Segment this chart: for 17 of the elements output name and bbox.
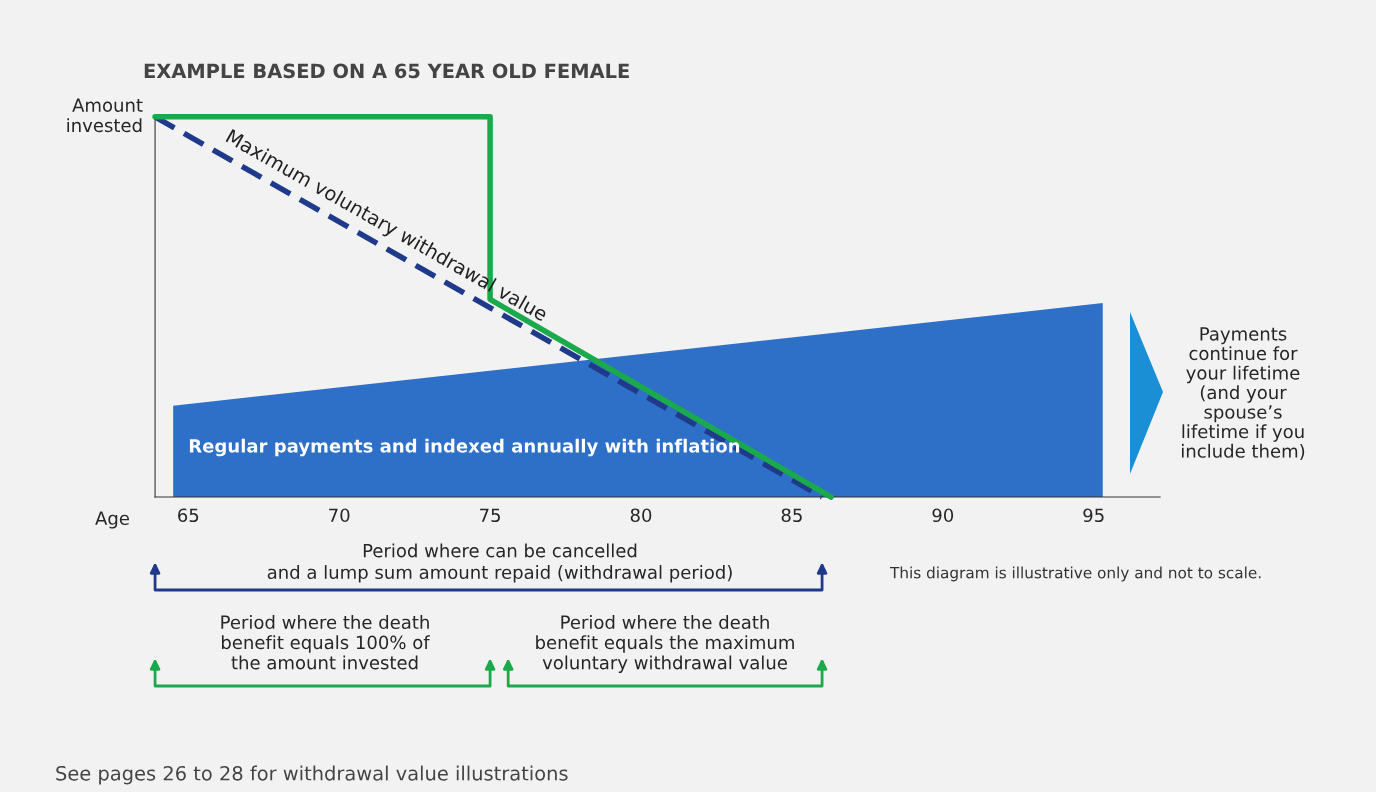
- text: Period where can be cancelled and a lump sum amount repaid (withdrawal period): [267, 543, 732, 583]
- text: This diagram is illustrative only and not to scale.: [889, 566, 1261, 582]
- y-axis-title: Amount invested: [67, 98, 143, 133]
- x-tick-label: 75: [480, 508, 500, 523]
- text: Period where the death benefit equals the maximum voluntary withdrawal value: [536, 615, 794, 673]
- x-tick-label: 70: [329, 508, 350, 523]
- x-tick-label: 85: [781, 508, 802, 523]
- text: Period where the death benefit equals 100% of the amount invested: [221, 615, 430, 670]
- chart-title: EXAMPLE BASED ON A 65 YEAR OLD FEMALE: [144, 63, 629, 79]
- x-tick-label: 95: [1083, 508, 1104, 523]
- series-label: Regular payments and indexed annually with inflation: [189, 438, 740, 457]
- text: Payments continue for your lifetime (and your spouse’s lifetime if you include them): [1181, 327, 1305, 460]
- x-tick-label: 90: [932, 508, 954, 523]
- text: See pages 26 to 28 for withdrawal value illustrations: [56, 765, 568, 785]
- x-axis-title: Age: [95, 511, 129, 529]
- x-tick-label: 65: [178, 508, 199, 523]
- x-tick-label: 80: [630, 508, 652, 523]
